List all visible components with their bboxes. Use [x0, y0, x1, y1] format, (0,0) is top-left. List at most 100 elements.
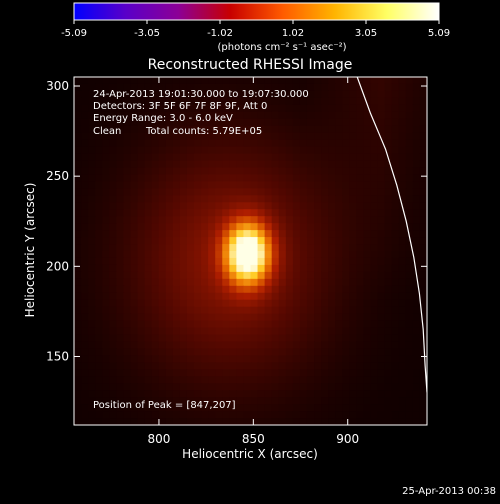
heatmap-cell	[158, 160, 167, 169]
heatmap-cell	[278, 174, 287, 182]
heatmap-cell	[335, 313, 343, 322]
heatmap-cell	[215, 146, 223, 155]
heatmap-cell	[74, 216, 82, 224]
heatmap-cell	[81, 348, 89, 356]
heatmap-cell	[172, 230, 181, 238]
heatmap-cell	[292, 160, 301, 169]
heatmap-cell	[201, 404, 209, 412]
heatmap-cell	[158, 320, 167, 329]
heatmap-cell	[292, 390, 301, 398]
heatmap-cell	[88, 223, 96, 231]
heatmap-cell	[335, 237, 343, 245]
heatmap-cell	[314, 411, 322, 419]
heatmap-cell	[398, 139, 407, 148]
heatmap-cell	[144, 411, 153, 419]
heatmap-cell	[243, 83, 252, 92]
heatmap-cell	[356, 104, 365, 113]
heatmap-cell	[158, 418, 167, 425]
heatmap-cell	[215, 341, 223, 350]
heatmap-cell	[144, 390, 153, 398]
heatmap-cell	[398, 383, 407, 391]
heatmap-cell	[74, 90, 82, 99]
heatmap-cell	[172, 411, 181, 419]
heatmap-cell	[314, 376, 322, 384]
heatmap-cell	[328, 348, 336, 356]
heatmap-cell	[116, 216, 125, 224]
heatmap-cell	[405, 306, 414, 315]
heatmap-cell	[95, 292, 103, 301]
heatmap-cell	[264, 334, 273, 343]
heatmap-cell	[172, 181, 181, 189]
heatmap-cell	[328, 271, 336, 280]
heatmap-cell	[398, 257, 407, 266]
heatmap-cell	[363, 397, 372, 405]
heatmap-cell	[215, 313, 223, 322]
heatmap-cell	[194, 132, 202, 141]
heatmap-cell	[250, 411, 259, 419]
heatmap-cell	[250, 313, 259, 322]
heatmap-cell	[222, 299, 230, 308]
heatmap-cell	[116, 244, 125, 252]
heatmap-cell	[172, 77, 181, 85]
heatmap-cell	[88, 139, 96, 148]
heatmap-cell	[271, 181, 280, 189]
heatmap-cell	[95, 397, 103, 405]
heatmap-cell	[342, 376, 350, 384]
heatmap-cell	[151, 132, 160, 141]
heatmap-cell	[88, 181, 96, 189]
heatmap-cell	[257, 111, 266, 120]
heatmap-cell	[95, 362, 103, 370]
heatmap-cell	[201, 264, 209, 273]
heatmap-cell	[405, 195, 414, 203]
heatmap-cell	[123, 355, 132, 363]
heatmap-cell	[292, 244, 301, 252]
annotation-clean: Clean	[93, 126, 121, 137]
heatmap-cell	[384, 209, 393, 217]
plot-frame	[73, 76, 428, 426]
heatmap-cell	[398, 230, 407, 238]
heatmap-cell	[405, 216, 414, 224]
heatmap-cell	[398, 271, 407, 280]
heatmap-cell	[335, 146, 343, 155]
heatmap-cell	[264, 348, 273, 356]
heatmap-cell	[299, 139, 308, 148]
heatmap-cell	[405, 278, 414, 287]
heatmap-cell	[370, 230, 379, 238]
heatmap-cell	[179, 306, 188, 315]
heatmap-cell	[151, 90, 160, 99]
heatmap-cell	[278, 292, 287, 301]
heatmap-cell	[370, 83, 379, 92]
heatmap-cell	[158, 111, 167, 120]
heatmap-cell	[81, 125, 89, 134]
heatmap-cell	[285, 418, 294, 425]
heatmap-cell	[342, 139, 350, 148]
heatmap-cell	[370, 376, 379, 384]
heatmap-cell	[172, 264, 181, 273]
heatmap-cell	[377, 146, 386, 155]
heatmap-cell	[123, 139, 132, 148]
heatmap-cell	[306, 237, 315, 245]
heatmap-cell	[172, 285, 181, 294]
heatmap-cell	[398, 355, 407, 363]
heatmap-cell	[419, 153, 427, 162]
heatmap-cell	[236, 257, 245, 266]
heatmap-cell	[391, 292, 400, 301]
heatmap-cell	[102, 341, 110, 350]
heatmap-cell	[335, 77, 343, 85]
heatmap-cell	[384, 376, 393, 384]
heatmap-cell	[412, 146, 421, 155]
heatmap-cell	[419, 348, 427, 356]
heatmap-cell	[321, 237, 329, 245]
heatmap-cell	[88, 285, 96, 294]
heatmap-cell	[208, 167, 216, 176]
heatmap-cell	[349, 390, 357, 398]
heatmap-cell	[229, 404, 237, 412]
heatmap-cell	[321, 174, 329, 182]
heatmap-cell	[391, 111, 400, 120]
heatmap-cell	[370, 320, 379, 329]
heatmap-cell	[95, 411, 103, 419]
heatmap-cell	[165, 139, 174, 148]
heatmap-cell	[271, 418, 280, 425]
heatmap-cell	[356, 77, 365, 85]
